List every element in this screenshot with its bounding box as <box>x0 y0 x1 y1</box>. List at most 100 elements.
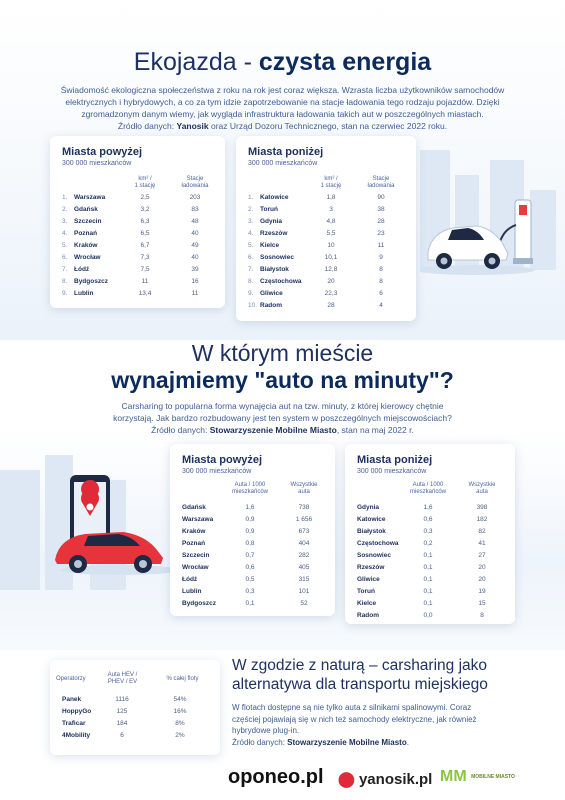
cell-value: 0,1 <box>423 600 433 607</box>
row-rank: 6. <box>62 254 68 261</box>
intro-paragraph-2: Carsharing to popularna forma wynajęcia … <box>113 401 452 435</box>
column-header: Auta HEV / PHEV / EV <box>107 672 138 685</box>
operators-table: Operatorzy Auta HEV / PHEV / EV % całej … <box>50 660 220 755</box>
city-name: Katowice <box>357 516 386 523</box>
cell-value: 13,4 <box>138 290 152 297</box>
cell-value: 3,2 <box>140 206 150 213</box>
cell-value: 7,5 <box>140 266 150 273</box>
cell-value: 8% <box>175 720 185 727</box>
city-name: Radom <box>260 302 283 309</box>
city-name: Warszawa <box>182 516 214 523</box>
table-row: Gliwice 0,1 20 <box>345 574 515 586</box>
table-row: 1. Katowice 1,8 90 <box>236 192 416 204</box>
cell-value: 282 <box>298 552 310 559</box>
cell-value: 49 <box>191 242 199 249</box>
cell-value: 184 <box>116 720 128 727</box>
city-name: Gdynia <box>357 504 380 511</box>
city-name: Kielce <box>260 242 280 249</box>
city-name: Bydgoszcz <box>182 600 216 607</box>
city-name: Sosnowiec <box>260 254 294 261</box>
section-2-title-line-1: W którym mieście <box>191 340 374 366</box>
table-row: Panek 1116 54% <box>50 694 220 706</box>
cell-value: 52 <box>300 600 308 607</box>
carsharing-table-small-cities: Miasta poniżej 300 000 mieszkańców Auta … <box>345 444 515 624</box>
row-rank: 7. <box>62 266 68 273</box>
city-name: Lublin <box>74 290 94 297</box>
cell-value: 203 <box>189 194 201 201</box>
city-name: Szczecin <box>74 218 102 225</box>
electric-car-charging-illustration <box>420 199 535 275</box>
column-header: km² / 1 stację <box>134 176 156 189</box>
row-rank: 9. <box>248 290 254 297</box>
city-name: Traficar <box>62 720 86 727</box>
table-row: 10. Radom 28 4 <box>236 300 416 312</box>
cell-value: 6,3 <box>140 218 150 225</box>
cell-value: 83 <box>191 206 199 213</box>
table-row: 4Mobility 6 2% <box>50 730 220 742</box>
cell-value: 1,6 <box>423 504 433 511</box>
cell-value: 20 <box>478 564 486 571</box>
table-row: Bydgoszcz 0,1 52 <box>170 598 335 610</box>
table-row: Kraków 0,9 673 <box>170 526 335 538</box>
table-row: 8. Częstochowa 20 8 <box>236 276 416 288</box>
cell-value: 1 656 <box>295 516 313 523</box>
cell-value: 3 <box>329 206 333 213</box>
cell-value: 1116 <box>115 696 129 703</box>
row-rank: 9. <box>62 290 68 297</box>
cell-value: 23 <box>377 230 385 237</box>
yanosik-logo: ⬤ yanosik.pl <box>338 771 433 788</box>
stations-table-large-cities: Miasta powyżej 300 000 mieszkańców km² /… <box>50 136 225 308</box>
cell-value: 101 <box>298 588 310 595</box>
cell-value: 1,8 <box>326 194 336 201</box>
table-row: 8. Bydgoszcz 11 16 <box>50 276 225 288</box>
cell-value: 0,5 <box>245 576 255 583</box>
row-rank: 8. <box>248 278 254 285</box>
cell-value: 11 <box>141 278 149 285</box>
table-row: 9. Gliwice 22,3 6 <box>236 288 416 300</box>
cell-value: 28 <box>377 218 385 225</box>
cell-value: 738 <box>298 504 310 511</box>
cell-value: 1,6 <box>245 504 255 511</box>
city-name: Panek <box>62 696 82 703</box>
cell-value: 28 <box>327 302 335 309</box>
table-title: Miasta powyżej <box>182 454 263 466</box>
cell-value: 41 <box>478 540 486 547</box>
column-header: Operatorzy <box>56 676 86 682</box>
cell-value: 4,8 <box>326 218 336 225</box>
cell-value: 38 <box>377 206 385 213</box>
city-name: Poznań <box>182 540 206 547</box>
yanosik-icon: ⬤ <box>338 771 355 788</box>
cell-value: 0,6 <box>245 564 255 571</box>
city-name: Warszawa <box>74 194 106 201</box>
table-row: Poznań 0,8 404 <box>170 538 335 550</box>
cell-value: 0,7 <box>245 552 255 559</box>
table-row: 5. Kielce 10 11 <box>236 240 416 252</box>
cell-value: 5,5 <box>326 230 336 237</box>
column-header: km² / 1 stację <box>320 176 342 189</box>
cell-value: 2,5 <box>140 194 150 201</box>
cell-value: 0,0 <box>423 612 433 619</box>
row-rank: 8. <box>62 278 68 285</box>
cell-value: 10 <box>327 242 335 249</box>
column-header: Stacje ładowania <box>367 176 395 189</box>
table-row: Kielce 0,1 15 <box>345 598 515 610</box>
city-name: Radom <box>357 612 380 619</box>
cell-value: 0,9 <box>245 528 255 535</box>
city-name: Rzeszów <box>357 564 385 571</box>
cell-value: 40 <box>191 254 199 261</box>
table-row: 5. Kraków 6,7 49 <box>50 240 225 252</box>
cell-value: 20 <box>478 576 486 583</box>
cell-value: 7,3 <box>140 254 150 261</box>
city-name: Białystok <box>260 266 289 273</box>
cell-value: 9 <box>379 254 383 261</box>
cell-value: 125 <box>116 708 128 715</box>
city-name: Lublin <box>182 588 202 595</box>
city-name: Wrocław <box>74 254 101 261</box>
carsharing-table-large-cities: Miasta powyżej 300 000 mieszkańców Auta … <box>170 444 335 616</box>
cell-value: 22,3 <box>324 290 338 297</box>
table-row: Traficar 184 8% <box>50 718 220 730</box>
table-row: 6. Sosnowiec 10,1 9 <box>236 252 416 264</box>
column-header: Auta / 1000 mieszkańców <box>409 482 446 495</box>
section-3-title: W zgodzie z naturą – carsharing jako alt… <box>232 657 488 693</box>
city-name: Bydgoszcz <box>74 278 108 285</box>
